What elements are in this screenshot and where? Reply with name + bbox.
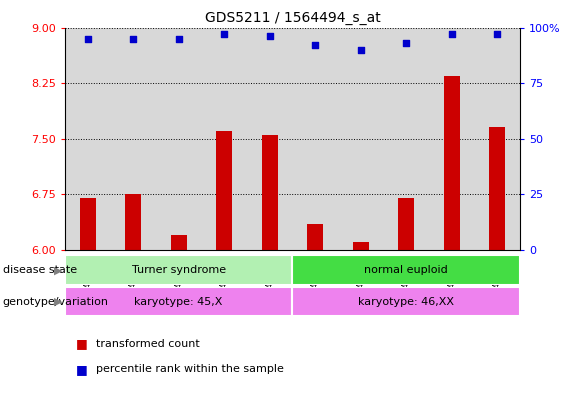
Text: karyotype: 46,XX: karyotype: 46,XX [358,297,454,307]
Bar [307,224,323,250]
Bar [489,127,505,250]
Point [83,35,92,42]
Bar [262,135,277,250]
Bar [156,28,202,250]
Bar [444,75,459,250]
Text: ■: ■ [76,363,88,376]
Point [174,35,183,42]
Bar [202,28,247,250]
Point [311,42,320,48]
Text: percentile rank within the sample: percentile rank within the sample [96,364,284,375]
Bar [65,287,293,316]
Bar [353,242,368,250]
Bar [65,255,293,285]
Bar [80,198,95,250]
Point [129,35,138,42]
Point [265,33,274,40]
Bar [398,198,414,250]
Bar [384,28,429,250]
Text: Turner syndrome: Turner syndrome [132,265,226,275]
Title: GDS5211 / 1564494_s_at: GDS5211 / 1564494_s_at [205,11,380,25]
Bar [216,131,232,250]
Bar [111,28,156,250]
Point [220,31,229,37]
Bar [429,28,475,250]
Bar [293,28,338,250]
Text: normal euploid: normal euploid [364,265,448,275]
Point [356,47,365,53]
Text: ■: ■ [76,337,88,351]
Point [402,40,411,46]
Text: genotype/variation: genotype/variation [3,297,109,307]
Bar [247,28,293,250]
Bar [171,235,186,250]
Bar [338,28,384,250]
Bar [125,194,141,250]
Bar [293,255,520,285]
Bar [475,28,520,250]
Text: ▶: ▶ [54,265,63,275]
Point [493,31,502,37]
Text: ▶: ▶ [54,297,63,307]
Bar [293,287,520,316]
Text: transformed count: transformed count [96,339,200,349]
Text: karyotype: 45,X: karyotype: 45,X [134,297,223,307]
Bar [65,28,111,250]
Text: disease state: disease state [3,265,77,275]
Point [447,31,456,37]
